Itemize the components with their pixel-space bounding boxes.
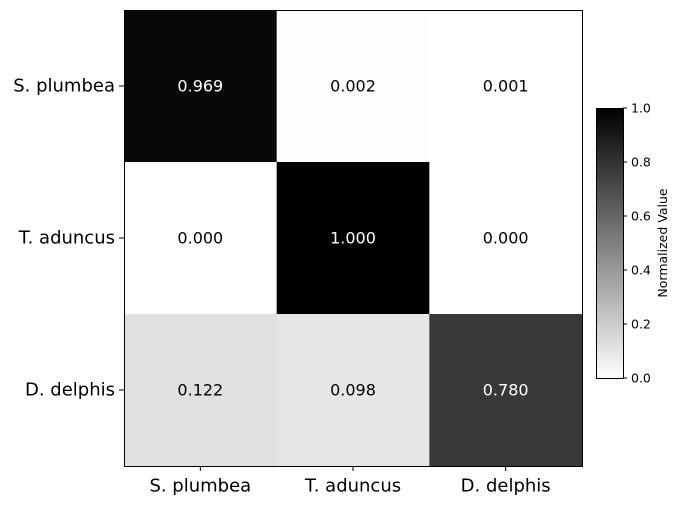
cell-value-label: 1.000 [330, 229, 376, 248]
heatmap-cell [124, 314, 278, 467]
heatmap-cell [276, 314, 430, 467]
colorbar-tick-label: 0.0 [631, 371, 651, 386]
heatmap-cell [124, 10, 278, 163]
colorbar-tick-label: 0.2 [631, 317, 651, 332]
cell-value-label: 0.000 [177, 229, 223, 248]
colorbar-label: Normalized Value [655, 188, 670, 297]
cell-value-label: 0.122 [177, 381, 223, 400]
y-tick-label: S. plumbea [13, 76, 115, 97]
heatmap-cell [429, 10, 583, 163]
colorbar-tick-label: 1.0 [631, 101, 651, 116]
cell-value-label: 0.000 [483, 229, 529, 248]
cell-value-label: 0.780 [483, 381, 529, 400]
colorbar-gradient [596, 108, 624, 379]
heatmap-cell [429, 314, 583, 467]
colorbar-ticks: 0.0 0.2 0.4 0.6 0.8 1.0 [623, 101, 651, 386]
x-tick-label: T. aduncus [304, 476, 401, 497]
cell-value-label: 0.969 [177, 77, 223, 96]
colorbar-tick-label: 0.8 [631, 155, 651, 170]
x-tick-label: D. delphis [461, 476, 551, 497]
cell-value-label: 0.001 [483, 77, 529, 96]
x-tick-label: S. plumbea [149, 476, 251, 497]
heatmap-cell [276, 162, 430, 315]
heatmap-cell [276, 10, 430, 163]
heatmap-cell [429, 162, 583, 315]
y-axis: S. plumbea T. aduncus D. delphis [13, 76, 124, 401]
y-tick-label: T. aduncus [18, 228, 115, 249]
y-tick-label: D. delphis [25, 380, 115, 401]
x-axis: S. plumbea T. aduncus D. delphis [149, 466, 551, 497]
colorbar: 0.0 0.2 0.4 0.6 0.8 1.0 Normalized Value [596, 101, 670, 386]
colorbar-tick-label: 0.4 [631, 263, 651, 278]
cell-value-label: 0.002 [330, 77, 376, 96]
heatmap-cell-labels: 0.969 0.002 0.001 0.000 1.000 0.000 0.122 0.098… [177, 77, 528, 400]
heatmap-cell [124, 162, 278, 315]
colorbar-tick-label: 0.6 [631, 209, 651, 224]
heatmap-cells [124, 10, 583, 467]
cell-value-label: 0.098 [330, 381, 376, 400]
